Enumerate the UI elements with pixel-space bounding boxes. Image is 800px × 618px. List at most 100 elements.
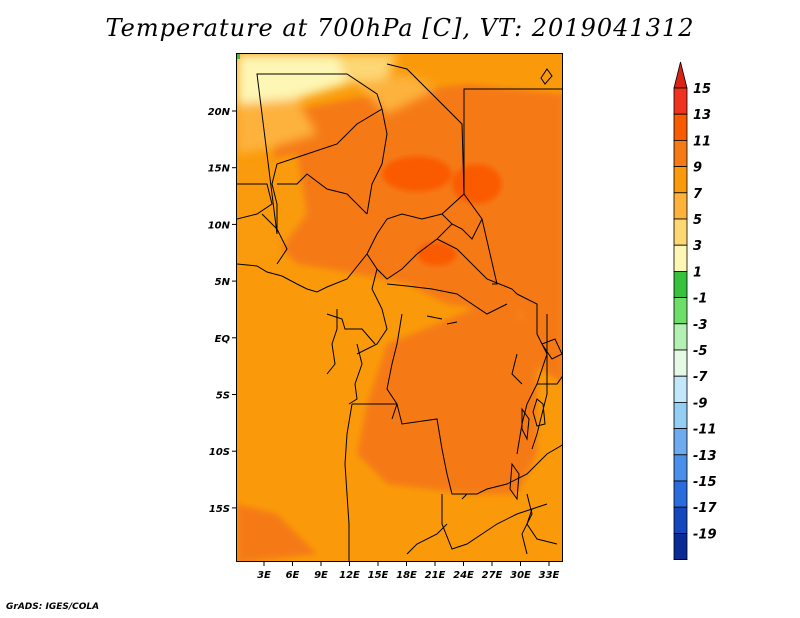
lake-3 [509,462,520,501]
lon-tick-label: 30E [510,570,531,581]
lat-tick-label: 15N [208,164,231,175]
colorbar-label: -9 [693,396,707,411]
border-path-6 [441,213,483,240]
field-region-cool-north-3 [237,99,317,154]
colorbar-box [673,140,688,168]
field-region-southwest [237,504,317,561]
lat-tick-label: EQ [215,334,231,345]
colorbar-box [673,218,688,246]
lake-4 [541,338,562,360]
colorbar-box [673,532,688,560]
lake-6 [426,315,458,325]
lake-2 [521,407,530,441]
field-hotspot-3 [417,242,457,266]
latitude-axis: 20N 15N 10N 5N EQ 5S 10S 15S [208,107,236,515]
borders [237,63,562,561]
colorbar-label: 3 [693,239,702,254]
colorbar-label: 5 [693,213,702,228]
plot-title: Temperature at 700hPa [C], VT: 201904131… [105,14,695,42]
border-path-26 [531,314,548,450]
border-path-20 [352,403,469,500]
colorbar-label: 7 [693,187,703,202]
border-path-2 [366,108,388,215]
colorbar-box [673,270,688,298]
lon-tick-label: 21E [425,570,446,581]
colorbar-box [673,113,688,141]
border-path-7 [277,173,368,215]
colorbar-box [673,297,688,325]
lat-tick-label: 5S [216,391,230,402]
lat-tick-label: 15S [209,504,230,515]
colorbar-labels: 15 13 11 9 7 5 3 1 -1 -3 -5 -7 -9 -11 -13 -15 -17 -19 [693,82,717,542]
field-region-east [517,284,562,383]
colorbar-boxes [673,61,688,560]
border-path-9 [261,213,288,265]
field-hotspot-1 [382,156,452,192]
border-path-13 [356,268,388,355]
colorbar-box [673,166,688,194]
border-path-10 [237,253,368,293]
colorbar-box [673,349,688,377]
colorbar-label: -7 [693,370,708,385]
field-region-north [267,84,562,314]
border-path-22 [344,403,353,561]
border-path-21 [467,444,562,495]
colorbar-label: -13 [693,449,717,464]
border-path-17 [348,343,363,405]
border-path-19 [516,293,548,455]
colorbar-label: 1 [693,265,702,280]
border-path-14 [386,283,508,315]
colorbar-label: -17 [693,501,717,516]
field-region-cool-north-4 [357,74,437,114]
border-path-28 [537,375,562,385]
colorbar-box [673,375,688,403]
longitude-axis: 3E 6E 9E 12E 15E 18E 21E 24E 27E 30E 33E [257,562,560,581]
colorbar-box [673,244,688,272]
colorbar-box [673,454,688,482]
colorbar-label: -11 [693,423,717,438]
colorbar-box [673,428,688,456]
colorbar-label: 11 [693,134,711,149]
border-path-23 [441,494,548,550]
field-region-cool-north-2 [337,54,397,84]
lake-5 [540,68,553,85]
border-path-12 [436,238,518,295]
lon-tick-label: 6E [286,570,300,581]
colorbar-box [673,480,688,508]
lat-tick-label: 10N [208,220,231,231]
border-path-8 [237,183,273,220]
border-path-4 [463,88,562,194]
border-path-25 [526,508,558,545]
border-path-18 [386,313,403,420]
colorbar-over-triangle [673,61,688,89]
lake-1 [532,398,546,427]
border-path-24 [406,523,448,555]
lon-tick-label: 24E [453,570,474,581]
map-panel [236,53,563,562]
colorbar-box [673,401,688,429]
field-region-basin [357,294,537,494]
field-region-cool-north [237,54,357,109]
lat-tick-label: 5N [215,277,231,288]
lakes [426,68,562,501]
field-region-west [237,154,307,264]
colorbar-label: -15 [693,475,717,490]
lon-tick-label: 9E [314,570,328,581]
border-path-16 [326,309,338,375]
colorbar-label: -5 [693,344,707,359]
border-path-27 [511,353,523,385]
border-path-3 [366,63,465,255]
colorbar-label: -19 [693,527,717,542]
colorbar-box [673,192,688,220]
temperature-map [237,54,562,561]
border-path-29 [521,493,533,555]
colorbar-label: 9 [693,161,702,176]
border-path-5 [463,193,498,285]
lat-tick-label: 20N [208,107,231,118]
lon-tick-label: 33E [539,570,560,581]
colorbar: 15 13 11 9 7 5 3 1 -1 -3 -5 -7 -9 -11 -13 -15 -17 -19 [673,61,717,560]
lon-tick-label: 18E [396,570,417,581]
colorbar-label: -1 [693,292,707,307]
colorbar-label: 13 [693,108,711,123]
